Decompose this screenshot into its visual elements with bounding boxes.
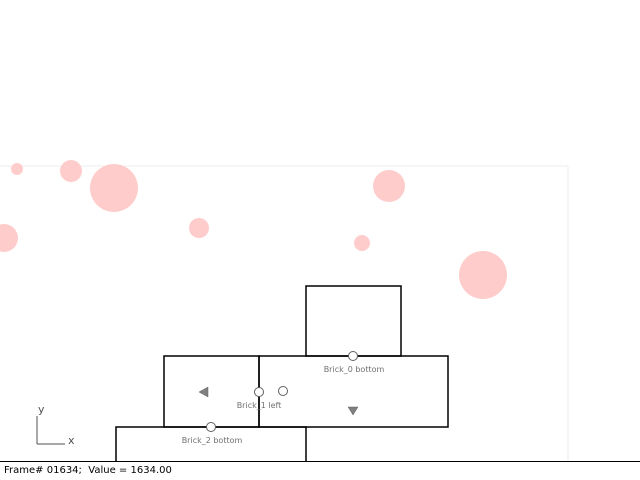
frame-label: Frame#: [4, 465, 44, 476]
brick-middle-left[interactable]: [163, 355, 260, 428]
value-label: Value =: [88, 465, 128, 476]
brick-0-bottom-handle[interactable]: [348, 351, 358, 361]
brick-top[interactable]: [305, 285, 402, 357]
bubble: [90, 164, 138, 212]
brick-0-bottom-label: Brick_0 bottom: [324, 365, 385, 374]
brick-handle[interactable]: [278, 386, 288, 396]
bubble: [373, 170, 405, 202]
bubble: [459, 251, 507, 299]
bubble: [11, 163, 23, 175]
brick-layer: [115, 285, 449, 480]
axis-indicator: y x: [36, 403, 75, 447]
bubble-layer: [0, 160, 507, 480]
bubble: [0, 224, 18, 252]
brick-2-bottom-handle[interactable]: [206, 422, 216, 432]
handle-layer: [206, 351, 358, 480]
x-axis-label: x: [68, 434, 75, 447]
status-separator: ;: [78, 465, 82, 476]
bubble: [60, 160, 82, 182]
down-arrow-marker-icon: [347, 406, 359, 416]
y-axis-label: y: [38, 403, 45, 416]
left-arrow-marker-icon: [198, 386, 209, 398]
frame-number: 01634: [46, 465, 79, 476]
brick-1-left-label: Brick_1 left: [237, 401, 282, 410]
bubble: [189, 218, 209, 238]
status-bar: Frame# 01634; Value = 1634.00: [0, 461, 640, 480]
value-readout: 1634.00: [130, 465, 172, 476]
bubble: [354, 235, 370, 251]
brick-1-left-handle[interactable]: [254, 387, 264, 397]
brick-2-bottom-label: Brick_2 bottom: [182, 436, 243, 445]
